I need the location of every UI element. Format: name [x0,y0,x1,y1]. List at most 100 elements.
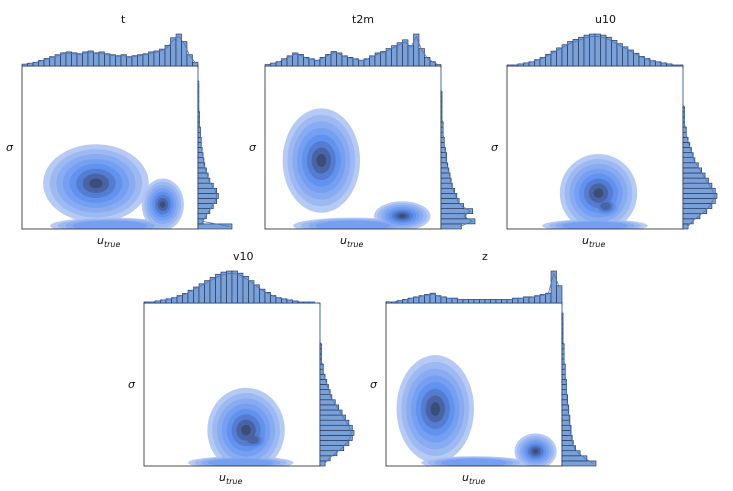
hist-bar [589,33,596,67]
hist-bar [561,430,572,436]
x-axis-label: utrue [340,234,364,250]
x-marginal-kde [146,273,318,304]
y-marginal-kde [197,68,230,227]
kde-contours [396,355,557,466]
jointplot-z [385,270,597,467]
hist-bar [682,193,718,199]
hist-bar [440,198,460,204]
hist-bar [583,34,590,67]
x-marginal-histogram [506,33,684,67]
y-marginal-kde [561,305,594,464]
kde-level [241,424,251,436]
hist-bar [115,55,122,67]
panel-title: z [482,250,488,263]
hist-bar [192,61,199,67]
hist-bar [424,56,431,67]
kde-level [315,220,391,229]
hist-bar [87,50,94,67]
hist-bar [682,187,716,194]
y-axis-label: σ [491,141,498,154]
kde-contours [188,387,294,466]
hist-bar [93,52,100,67]
hist-bar [197,193,219,199]
hist-bar [561,409,570,416]
hist-bar [197,213,207,220]
y-marginal-kde [319,305,352,464]
hist-bar [197,223,233,230]
jointplot-t2m [264,33,476,230]
hist-bar [605,36,612,67]
x-axis-label: utrue [582,234,606,250]
hist-bar [550,270,557,304]
x-marginal-histogram [21,33,199,67]
hist-bar [71,52,78,67]
hist-bar [319,460,326,467]
hist-bar [319,435,353,441]
kde-level [430,402,441,416]
hist-bar [600,34,607,67]
y-marginal-histogram [197,68,233,230]
hist-bar [561,44,568,67]
panel-v10: v10 σ utrue [0,246,733,491]
x-axis-label: utrue [97,234,121,250]
y-marginal-histogram [561,305,597,467]
panel-t: t σ utrue [0,0,245,249]
hist-bar [319,430,355,436]
x-marginal-kde [24,36,196,65]
hist-bar [572,39,579,67]
hist-bar [137,54,144,67]
hist-bar [264,64,271,67]
kde-level [316,154,327,168]
jointplot-v10 [143,270,355,467]
hist-bar [611,40,618,67]
hist-bar [561,440,574,446]
kde-level [593,188,604,199]
hist-bar [186,54,193,67]
hist-bar [237,272,244,304]
hist-bar [65,51,72,67]
y-marginal-kde [682,68,715,227]
panel-title: t [121,13,126,26]
kde-level [160,201,166,208]
kde-level [600,202,611,211]
hist-bar [682,223,689,230]
hist-bar [440,223,462,230]
hist-bar [682,182,713,189]
hist-bar [153,50,160,67]
x-marginal-kde [388,272,560,303]
kde-level [247,435,259,444]
hist-bar [528,296,535,304]
hist-bar [21,63,28,67]
hist-bar [407,45,414,67]
hist-bar [435,64,442,67]
hist-bar [215,273,222,304]
hist-bar [682,177,709,184]
hist-bar [226,270,233,304]
x-marginal-kde [509,36,681,66]
hist-bar [104,53,111,67]
y-axis-label: σ [128,378,135,391]
x-marginal-histogram [385,270,563,304]
kde-contours [43,144,184,229]
hist-bar [418,48,425,67]
hist-bar [204,280,211,304]
hist-bar [440,213,467,220]
hist-bar [567,41,574,67]
hist-bar [109,54,116,67]
kde-level [441,458,507,466]
y-axis-label: σ [249,141,256,154]
hist-bar [142,53,149,67]
kde-level [398,214,406,218]
kde-level [72,220,148,229]
hist-bar [76,53,83,67]
x-marginal-histogram [264,33,442,67]
x-axis-label: utrue [219,471,243,487]
hist-bar [209,277,216,304]
kde-contours [282,108,431,229]
jointplot-u10 [506,33,718,230]
hist-bar [682,213,701,220]
panel-title: u10 [595,13,616,26]
jointplot-t [21,33,233,230]
hist-bar [319,450,338,457]
